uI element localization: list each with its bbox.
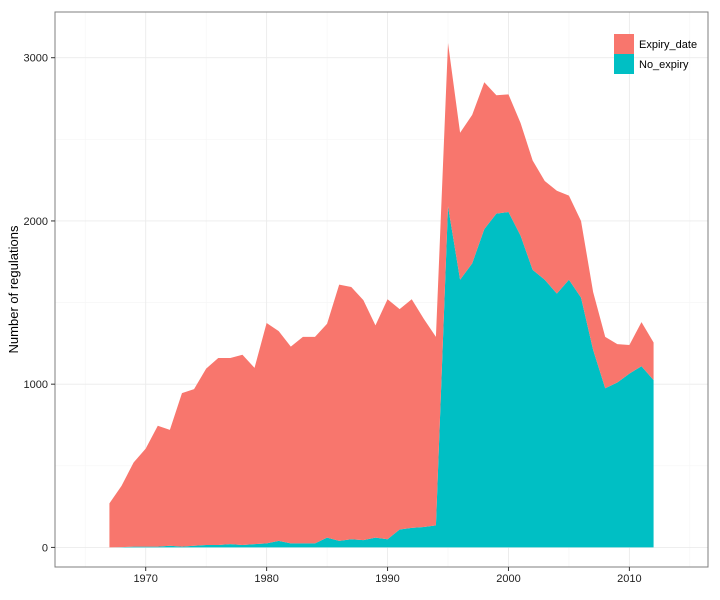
y-tick-label: 0 bbox=[42, 542, 48, 554]
x-tick-label: 1990 bbox=[375, 573, 399, 585]
x-tick-label: 2010 bbox=[617, 573, 641, 585]
series-areas bbox=[109, 43, 654, 548]
legend-label: Expiry_date bbox=[639, 39, 697, 51]
x-tick-label: 1980 bbox=[254, 573, 278, 585]
area-no-expiry bbox=[109, 206, 654, 548]
y-tick-label: 1000 bbox=[24, 379, 48, 391]
area-expiry-date bbox=[109, 43, 654, 548]
y-axis: 0 1000 2000 3000 bbox=[24, 53, 55, 554]
panel-border bbox=[54, 11, 709, 568]
legend-label: No_expiry bbox=[639, 59, 689, 71]
y-tick-label: 2000 bbox=[24, 216, 48, 228]
x-axis: 1970 1980 1990 2000 2010 bbox=[133, 567, 642, 585]
y-tick-label: 3000 bbox=[24, 53, 48, 65]
legend-key-no-expiry bbox=[614, 54, 634, 74]
legend: Expiry_date No_expiry bbox=[614, 34, 697, 74]
y-axis-title: Number of regulations bbox=[6, 225, 21, 353]
legend-key-expiry-date bbox=[614, 34, 634, 54]
x-tick-label: 1970 bbox=[133, 573, 157, 585]
x-tick-label: 2000 bbox=[496, 573, 520, 585]
